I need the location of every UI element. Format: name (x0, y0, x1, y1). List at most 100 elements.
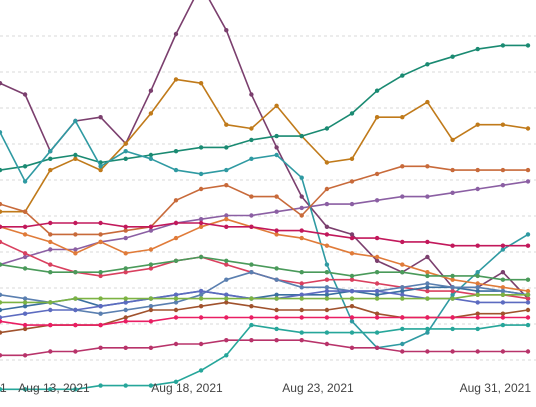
data-point[interactable] (299, 133, 304, 139)
data-point[interactable] (450, 277, 455, 282)
data-point[interactable] (324, 330, 330, 335)
data-point[interactable] (224, 224, 229, 229)
data-point[interactable] (224, 338, 229, 343)
data-point[interactable] (475, 285, 480, 290)
data-point[interactable] (299, 292, 304, 297)
data-point[interactable] (22, 232, 28, 237)
data-point[interactable] (148, 228, 154, 233)
data-point[interactable] (73, 349, 78, 354)
data-point[interactable] (123, 266, 128, 271)
data-point[interactable] (299, 235, 304, 241)
data-point[interactable] (123, 251, 128, 256)
data-point[interactable] (198, 254, 204, 260)
data-point[interactable] (374, 270, 380, 275)
data-point[interactable] (198, 296, 204, 301)
data-point[interactable] (349, 111, 355, 116)
data-point[interactable] (400, 270, 405, 275)
data-point[interactable] (324, 262, 330, 267)
data-point[interactable] (525, 307, 531, 313)
data-point[interactable] (374, 258, 380, 263)
data-point[interactable] (450, 54, 455, 59)
data-point[interactable] (249, 156, 254, 161)
data-point[interactable] (274, 277, 279, 282)
data-point[interactable] (450, 292, 455, 297)
data-point[interactable] (22, 326, 28, 332)
data-point[interactable] (48, 239, 53, 245)
data-point[interactable] (425, 288, 430, 294)
data-point[interactable] (98, 232, 103, 237)
data-point[interactable] (299, 205, 304, 211)
data-point[interactable] (48, 149, 53, 154)
data-point[interactable] (374, 311, 380, 316)
data-point[interactable] (224, 145, 229, 150)
data-point[interactable] (525, 277, 531, 282)
data-point[interactable] (173, 307, 179, 313)
data-point[interactable] (173, 379, 179, 384)
data-point[interactable] (274, 292, 279, 297)
data-point[interactable] (374, 198, 380, 203)
data-point[interactable] (374, 171, 380, 177)
data-point[interactable] (475, 349, 480, 354)
data-point[interactable] (98, 115, 103, 120)
data-point[interactable] (274, 326, 279, 332)
data-point[interactable] (374, 315, 380, 320)
data-point[interactable] (22, 209, 28, 214)
data-point[interactable] (249, 194, 254, 199)
data-point[interactable] (22, 387, 28, 392)
data-point[interactable] (349, 235, 355, 241)
data-point[interactable] (173, 292, 179, 297)
data-point[interactable] (324, 243, 330, 248)
data-point[interactable] (0, 292, 3, 297)
data-point[interactable] (0, 330, 3, 335)
data-point[interactable] (274, 103, 279, 109)
data-point[interactable] (450, 273, 455, 279)
data-point[interactable] (525, 315, 531, 320)
data-point[interactable] (475, 122, 480, 127)
data-point[interactable] (274, 194, 279, 199)
data-point[interactable] (198, 145, 204, 150)
data-point[interactable] (500, 300, 506, 305)
data-point[interactable] (450, 285, 455, 290)
data-point[interactable] (148, 345, 154, 350)
data-point[interactable] (400, 115, 405, 120)
data-point[interactable] (22, 251, 28, 256)
data-point[interactable] (299, 281, 304, 286)
data-point[interactable] (475, 311, 480, 316)
data-point[interactable] (48, 167, 53, 173)
data-point[interactable] (500, 315, 506, 320)
data-point[interactable] (173, 198, 179, 203)
data-point[interactable] (349, 345, 355, 350)
data-point[interactable] (148, 247, 154, 252)
data-point[interactable] (0, 81, 3, 86)
data-point[interactable] (525, 167, 531, 173)
data-point[interactable] (500, 167, 506, 173)
data-point[interactable] (148, 296, 154, 301)
data-point[interactable] (475, 315, 480, 320)
data-point[interactable] (123, 224, 128, 229)
data-point[interactable] (425, 296, 430, 301)
data-point[interactable] (274, 266, 279, 271)
data-point[interactable] (249, 270, 254, 275)
data-point[interactable] (500, 292, 506, 297)
data-point[interactable] (349, 179, 355, 184)
data-point[interactable] (198, 368, 204, 373)
data-point[interactable] (73, 322, 78, 328)
data-point[interactable] (274, 296, 279, 301)
data-point[interactable] (249, 304, 254, 309)
data-point[interactable] (425, 281, 430, 286)
data-point[interactable] (400, 296, 405, 301)
data-point[interactable] (73, 118, 78, 124)
data-point[interactable] (198, 304, 204, 309)
data-point[interactable] (274, 232, 279, 237)
data-point[interactable] (123, 383, 128, 388)
data-point[interactable] (475, 186, 480, 192)
data-point[interactable] (525, 296, 531, 301)
data-point[interactable] (224, 315, 229, 320)
data-point[interactable] (425, 194, 430, 199)
data-point[interactable] (450, 288, 455, 294)
data-point[interactable] (48, 300, 53, 305)
data-point[interactable] (274, 315, 279, 320)
data-point[interactable] (22, 266, 28, 271)
data-point[interactable] (249, 224, 254, 229)
data-point[interactable] (48, 220, 53, 226)
